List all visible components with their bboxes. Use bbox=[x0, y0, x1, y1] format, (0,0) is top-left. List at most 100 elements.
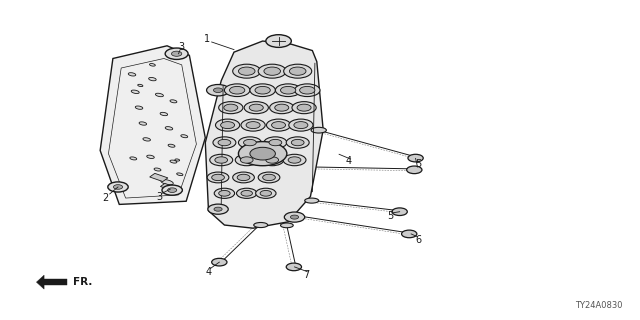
Circle shape bbox=[408, 154, 423, 162]
Circle shape bbox=[271, 122, 285, 129]
Ellipse shape bbox=[170, 100, 177, 103]
Circle shape bbox=[208, 204, 228, 214]
Circle shape bbox=[219, 102, 243, 114]
Ellipse shape bbox=[148, 77, 156, 81]
Circle shape bbox=[233, 172, 254, 183]
Circle shape bbox=[289, 119, 313, 131]
Ellipse shape bbox=[156, 93, 163, 97]
Ellipse shape bbox=[147, 155, 154, 158]
Circle shape bbox=[249, 104, 263, 111]
Polygon shape bbox=[36, 275, 44, 289]
Ellipse shape bbox=[154, 168, 161, 171]
Ellipse shape bbox=[280, 223, 293, 228]
Circle shape bbox=[212, 258, 227, 266]
Ellipse shape bbox=[135, 106, 143, 109]
Text: 3: 3 bbox=[179, 42, 185, 52]
Circle shape bbox=[250, 84, 275, 97]
Ellipse shape bbox=[305, 198, 319, 203]
Circle shape bbox=[260, 190, 271, 196]
Circle shape bbox=[292, 102, 316, 114]
Ellipse shape bbox=[130, 157, 137, 160]
Circle shape bbox=[269, 102, 294, 114]
Circle shape bbox=[283, 154, 306, 166]
Circle shape bbox=[239, 142, 287, 166]
Circle shape bbox=[225, 84, 250, 97]
Circle shape bbox=[113, 185, 123, 189]
Circle shape bbox=[215, 157, 228, 163]
Circle shape bbox=[406, 166, 422, 174]
Ellipse shape bbox=[177, 173, 183, 176]
Circle shape bbox=[214, 188, 235, 198]
Circle shape bbox=[266, 119, 291, 131]
Circle shape bbox=[284, 64, 312, 78]
Circle shape bbox=[266, 157, 278, 163]
Circle shape bbox=[258, 64, 286, 78]
Circle shape bbox=[172, 51, 182, 56]
Ellipse shape bbox=[160, 112, 168, 116]
Circle shape bbox=[264, 67, 280, 75]
Circle shape bbox=[392, 208, 407, 215]
Text: 3: 3 bbox=[156, 192, 163, 203]
Bar bbox=[161, 183, 176, 190]
Circle shape bbox=[224, 104, 238, 111]
Circle shape bbox=[239, 67, 255, 75]
Circle shape bbox=[241, 157, 253, 163]
Ellipse shape bbox=[165, 127, 173, 130]
Polygon shape bbox=[205, 41, 323, 228]
Circle shape bbox=[286, 263, 301, 271]
Ellipse shape bbox=[131, 90, 140, 93]
Circle shape bbox=[219, 190, 230, 196]
Text: 4: 4 bbox=[205, 267, 212, 277]
Circle shape bbox=[288, 157, 301, 163]
Circle shape bbox=[275, 84, 301, 97]
Ellipse shape bbox=[139, 122, 147, 125]
Circle shape bbox=[275, 104, 289, 111]
Circle shape bbox=[291, 140, 304, 146]
Circle shape bbox=[266, 35, 291, 47]
Circle shape bbox=[165, 48, 188, 60]
Text: 5: 5 bbox=[387, 212, 393, 221]
Circle shape bbox=[168, 188, 177, 192]
Circle shape bbox=[244, 140, 256, 146]
Circle shape bbox=[108, 182, 128, 192]
Text: 2: 2 bbox=[102, 193, 108, 203]
Circle shape bbox=[401, 230, 417, 238]
Circle shape bbox=[300, 86, 315, 94]
Circle shape bbox=[284, 212, 305, 222]
Bar bbox=[150, 173, 168, 181]
Circle shape bbox=[230, 86, 245, 94]
Circle shape bbox=[291, 215, 299, 219]
Circle shape bbox=[269, 140, 282, 146]
Circle shape bbox=[162, 185, 182, 195]
Circle shape bbox=[216, 119, 240, 131]
Circle shape bbox=[262, 174, 275, 180]
Ellipse shape bbox=[181, 135, 188, 138]
Circle shape bbox=[241, 190, 252, 196]
Text: 5: 5 bbox=[415, 159, 422, 169]
Polygon shape bbox=[100, 46, 205, 204]
Ellipse shape bbox=[128, 73, 136, 76]
Circle shape bbox=[260, 154, 284, 166]
Ellipse shape bbox=[161, 180, 173, 185]
Circle shape bbox=[289, 67, 306, 75]
Ellipse shape bbox=[168, 144, 175, 147]
Circle shape bbox=[207, 172, 229, 183]
Ellipse shape bbox=[253, 222, 268, 228]
Circle shape bbox=[237, 188, 257, 198]
Circle shape bbox=[236, 154, 258, 166]
Text: TY24A0830: TY24A0830 bbox=[575, 301, 623, 310]
Circle shape bbox=[280, 86, 296, 94]
Circle shape bbox=[218, 140, 231, 146]
Circle shape bbox=[233, 64, 260, 78]
Ellipse shape bbox=[143, 138, 150, 141]
Circle shape bbox=[241, 119, 265, 131]
Circle shape bbox=[250, 147, 275, 160]
Circle shape bbox=[239, 137, 261, 148]
Circle shape bbox=[221, 122, 235, 129]
Ellipse shape bbox=[138, 84, 143, 87]
Ellipse shape bbox=[175, 159, 180, 161]
Circle shape bbox=[213, 137, 236, 148]
Text: 4: 4 bbox=[346, 156, 352, 166]
Circle shape bbox=[212, 174, 225, 180]
Ellipse shape bbox=[150, 64, 156, 66]
